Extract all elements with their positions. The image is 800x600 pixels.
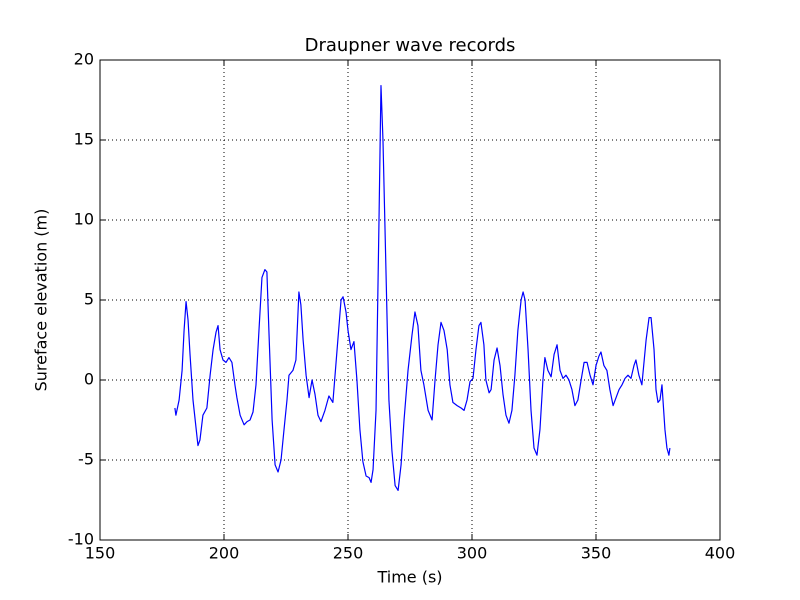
x-tick-label: 150 [85, 544, 116, 563]
y-tick-label: 5 [84, 290, 94, 309]
x-tick-label: 250 [333, 544, 364, 563]
y-tick-label: 15 [74, 130, 94, 149]
y-tick-label: -10 [68, 530, 94, 549]
y-axis-label: Sureface elevation (m) [32, 209, 51, 392]
x-axis-label: Time (s) [376, 568, 442, 587]
y-tick-label: -5 [78, 450, 94, 469]
x-tick-label: 350 [581, 544, 612, 563]
y-tick-label: 10 [74, 210, 94, 229]
plot [174, 85, 671, 491]
x-tick-label: 200 [209, 544, 240, 563]
chart-title: Draupner wave records [305, 35, 516, 56]
y-tick-label: 20 [74, 50, 94, 69]
y-tick-label: 0 [84, 370, 94, 389]
x-tick-label: 400 [705, 544, 736, 563]
x-tick-label: 300 [457, 544, 488, 563]
data-line [174, 85, 671, 491]
axes-frame [99, 59, 721, 541]
